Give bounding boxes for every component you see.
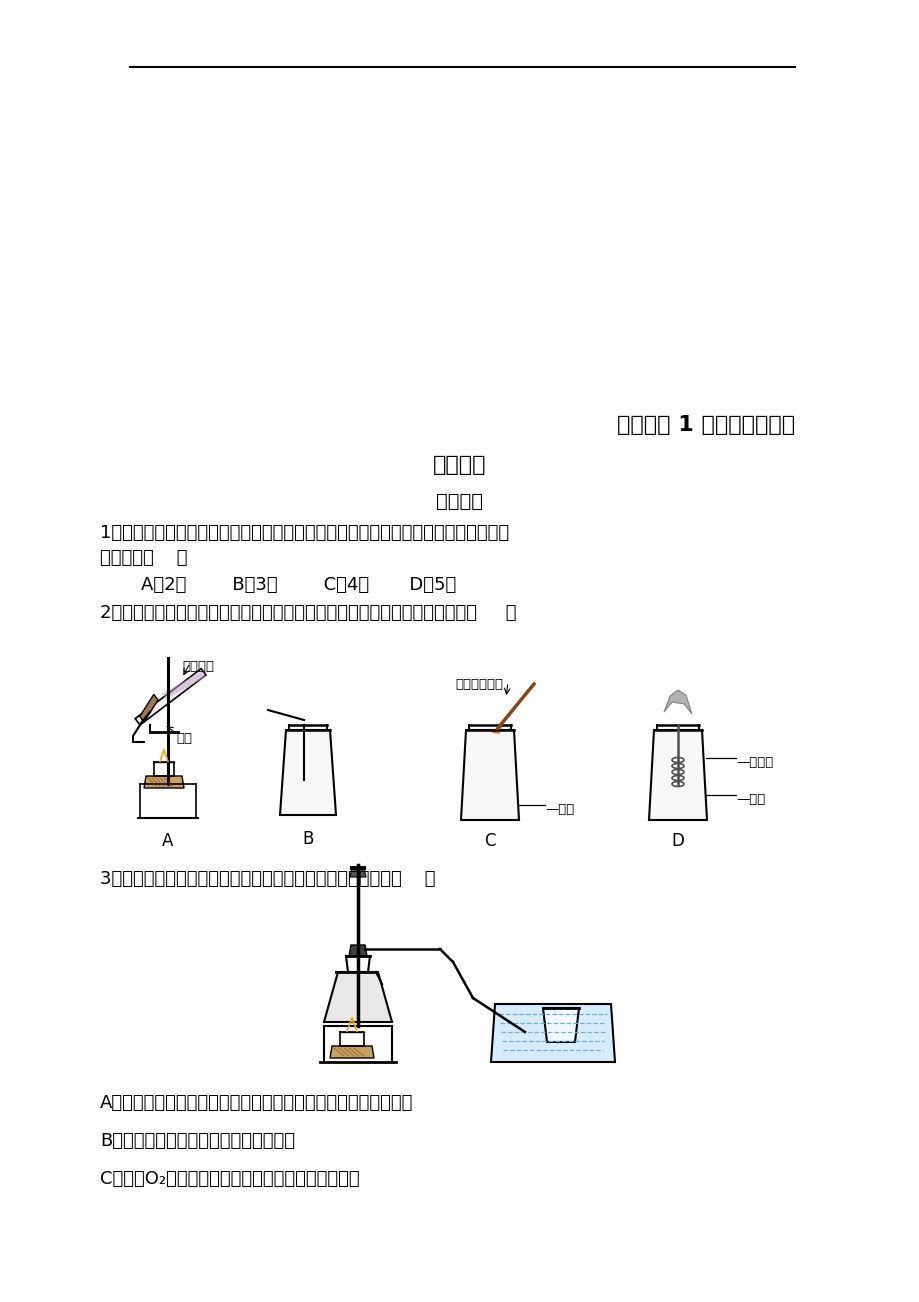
Polygon shape: [491, 1004, 614, 1062]
Text: A．2种        B．3种        C．4种       D．5种: A．2种 B．3种 C．4种 D．5种: [118, 575, 456, 594]
Text: 固体共有（    ）: 固体共有（ ）: [100, 549, 187, 566]
Polygon shape: [144, 776, 184, 788]
Polygon shape: [279, 730, 335, 815]
Text: C．收集O₂后，将集气瓶移出水槽，然后盖上玻璃片: C．收集O₂后，将集气瓶移出水槽，然后盖上玻璃片: [100, 1170, 359, 1187]
Polygon shape: [492, 725, 502, 733]
Text: A．加热前，将集气瓶注满水，用玻璃片盖着倒立在盛水的水槽中: A．加热前，将集气瓶注满水，用玻璃片盖着倒立在盛水的水槽中: [100, 1094, 413, 1112]
Polygon shape: [140, 694, 158, 723]
Text: B: B: [302, 829, 313, 848]
Text: D: D: [671, 832, 684, 850]
Polygon shape: [493, 727, 501, 733]
Text: 高锰酸锔: 高锰酸锔: [182, 660, 214, 673]
Text: 实验活动 1 氧气的实验室制: 实验活动 1 氧气的实验室制: [617, 415, 794, 435]
Polygon shape: [664, 690, 691, 713]
Polygon shape: [162, 672, 206, 699]
Polygon shape: [648, 730, 706, 820]
Text: B．先将导管口移入集气瓶，再开始加热: B．先将导管口移入集气瓶，再开始加热: [100, 1131, 295, 1150]
Polygon shape: [330, 1046, 374, 1059]
Text: 3．实验室用如图所示装置制取氧气，下列实验操作正确的是（    ）: 3．实验室用如图所示装置制取氧气，下列实验操作正确的是（ ）: [100, 870, 435, 888]
Polygon shape: [160, 749, 168, 762]
Polygon shape: [346, 1017, 357, 1032]
Text: 带火星的木条: 带火星的木条: [455, 678, 503, 691]
Polygon shape: [460, 730, 518, 820]
Text: 取与性质: 取与性质: [433, 454, 486, 475]
Text: 2．图分别是实验室氧气制备、收集、验满、验证性质的操作，其中正确的是（     ）: 2．图分别是实验室氧气制备、收集、验满、验证性质的操作，其中正确的是（ ）: [100, 604, 516, 622]
Text: —细铁丝: —细铁丝: [735, 756, 772, 769]
Text: —氧气: —氧气: [735, 793, 765, 806]
Polygon shape: [542, 1008, 578, 1042]
Text: 棉花: 棉花: [176, 732, 192, 745]
Text: A: A: [162, 832, 174, 850]
Polygon shape: [323, 973, 391, 1022]
Polygon shape: [349, 868, 366, 878]
Polygon shape: [348, 945, 367, 956]
Text: —氧气: —氧气: [544, 803, 573, 816]
Text: 课后作业: 课后作业: [436, 492, 483, 510]
Text: C: C: [483, 832, 495, 850]
Text: 1．将混有少量高锰酸锔的氯酸锔晶体装入试管中加热到不再产生气体为止，试管中的: 1．将混有少量高锰酸锔的氯酸锔晶体装入试管中加热到不再产生气体为止，试管中的: [100, 523, 508, 542]
Polygon shape: [135, 669, 206, 725]
